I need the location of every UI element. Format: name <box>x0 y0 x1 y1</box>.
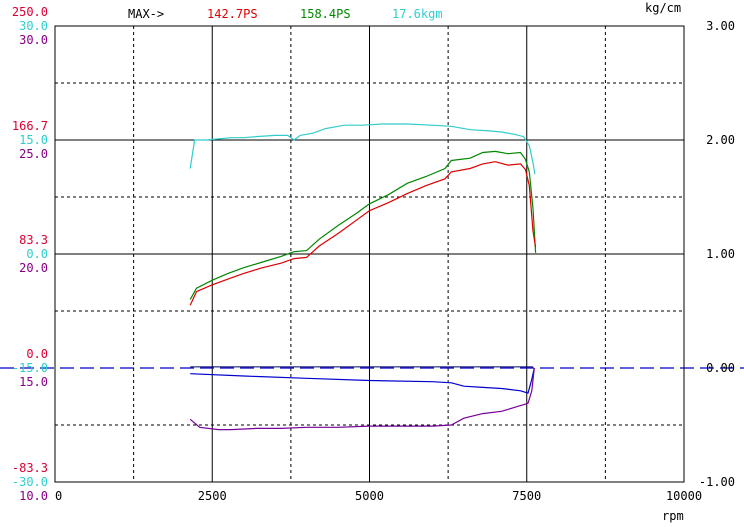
left-tick-label: 20.0 <box>19 261 48 275</box>
left-tick-label: 0.0 <box>26 247 48 261</box>
left-tick-label: 25.0 <box>19 147 48 161</box>
x-tick-label: 7500 <box>512 489 541 503</box>
x-tick-label: 5000 <box>355 489 384 503</box>
plot-border <box>54 25 685 483</box>
right-tick-label: 1.00 <box>706 247 735 261</box>
right-tick-label: -1.00 <box>699 475 735 489</box>
right-tick-label: 3.00 <box>706 19 735 33</box>
right-tick-label: 2.00 <box>706 133 735 147</box>
left-tick-label: 10.0 <box>19 489 48 503</box>
right-axis-unit-label: kg/cm <box>645 1 681 15</box>
left-tick-label: 250.0 <box>12 5 48 19</box>
series-line-3 <box>189 161 537 306</box>
right-tick-label: 0.00 <box>706 361 735 375</box>
chart-grid <box>0 26 744 482</box>
left-tick-label: -83.3 <box>12 461 48 475</box>
left-tick-label: -30.0 <box>12 475 48 489</box>
left-tick-label: 166.7 <box>12 119 48 133</box>
left-tick-label: 30.0 <box>19 19 48 33</box>
left-tick-label: 15.0 <box>19 375 48 389</box>
left-tick-label: 15.0 <box>19 133 48 147</box>
axis-labels: 0 2500 5000 7500 10000 3.00 2.00 1.00 0.00 -1.00 2… <box>12 5 735 503</box>
x-tick-label: 2500 <box>198 489 227 503</box>
max-power-green-label: 158.4PS <box>300 7 351 21</box>
x-tick-label: 0 <box>55 489 62 503</box>
series-lines <box>189 123 537 431</box>
series-line-1 <box>189 123 536 175</box>
left-tick-label: 0.0 <box>26 347 48 361</box>
max-power-red-label: 142.7PS <box>207 7 258 21</box>
plot-frame <box>54 25 685 483</box>
max-torque-label: 17.6kgm <box>392 7 443 21</box>
left-tick-label: 83.3 <box>19 233 48 247</box>
left-tick-label: -15.0 <box>12 361 48 375</box>
series-line-5 <box>189 367 535 431</box>
x-tick-label: 10000 <box>666 489 702 503</box>
series-line-2 <box>189 150 537 300</box>
left-tick-label: 30.0 <box>19 33 48 47</box>
x-axis-unit-label: rpm <box>662 509 684 523</box>
max-prefix-label: MAX-> <box>128 7 164 21</box>
series-line-4 <box>190 367 535 394</box>
